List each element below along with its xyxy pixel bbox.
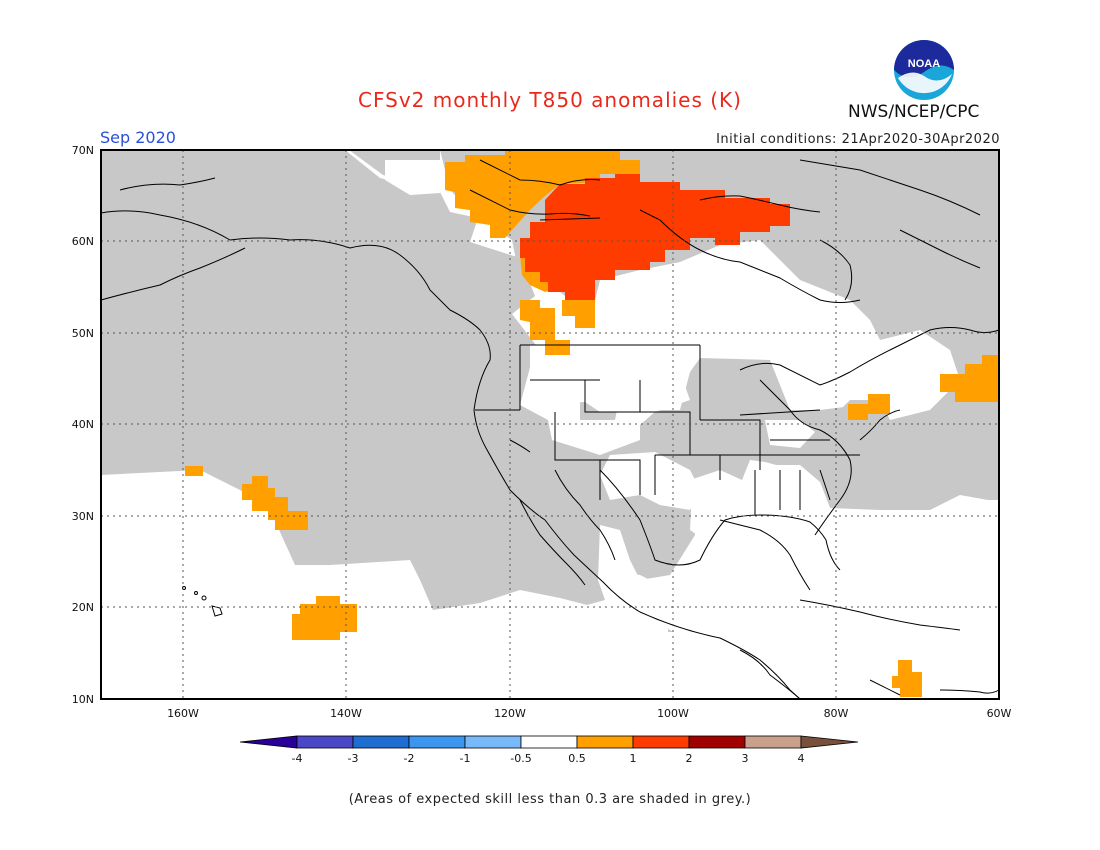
noaa-logo: NOAA xyxy=(892,38,956,102)
colorbar-label: 3 xyxy=(742,752,749,765)
colorbar-label: 4 xyxy=(798,752,805,765)
graticule xyxy=(101,150,999,699)
lon-label-140w: 140W xyxy=(330,707,362,720)
lon-label-60w: 60W xyxy=(987,707,1012,720)
lon-label-160w: 160W xyxy=(167,707,199,720)
anomaly-0_5-to-1-region xyxy=(185,150,999,697)
colorbar-label: -0.5 xyxy=(510,752,531,765)
anomaly-1-to-2-region xyxy=(520,174,790,300)
lat-label-10n: 10N xyxy=(72,693,94,706)
colorbar-segment xyxy=(296,735,354,749)
map-frame xyxy=(100,149,1000,700)
colorbar-segment xyxy=(688,735,746,749)
lon-label-80w: 80W xyxy=(824,707,849,720)
lat-label-60n: 60N xyxy=(72,235,94,248)
colorbar-label: 1 xyxy=(630,752,637,765)
lat-label-30n: 30N xyxy=(72,510,94,523)
colorbar-labels: -4 -3 -2 -1 -0.5 0.5 1 2 3 4 xyxy=(292,752,805,765)
colorbar-label: -1 xyxy=(460,752,471,765)
lon-label-120w: 120W xyxy=(494,707,526,720)
colorbar-segment xyxy=(744,735,802,749)
colorbar-label: 2 xyxy=(686,752,693,765)
colorbar-segment xyxy=(632,735,690,749)
skill-footnote: (Areas of expected skill less than 0.3 a… xyxy=(348,792,752,807)
near-normal-land-region xyxy=(385,160,900,699)
colorbar-label: 0.5 xyxy=(568,752,586,765)
colorbar xyxy=(239,735,859,749)
noaa-logo-text: NOAA xyxy=(908,58,940,70)
lat-label-40n: 40N xyxy=(72,418,94,431)
colorbar-segment xyxy=(576,735,634,749)
lat-label-70n: 70N xyxy=(72,144,94,157)
lat-label-20n: 20N xyxy=(72,601,94,614)
initial-conditions: Initial conditions: 21Apr2020-30Apr2020 xyxy=(716,132,1000,147)
map-figure: 70N 60N 50N 40N 30N 20N 10N 160W 140W 12… xyxy=(72,144,1012,765)
lat-label-50n: 50N xyxy=(72,327,94,340)
latitude-axis: 70N 60N 50N 40N 30N 20N 10N xyxy=(72,144,94,706)
colorbar-segment-above-max xyxy=(800,735,859,749)
lon-label-100w: 100W xyxy=(657,707,689,720)
colorbar-label: -4 xyxy=(292,752,303,765)
colorbar-label: -3 xyxy=(348,752,359,765)
colorbar-segment xyxy=(408,735,466,749)
colorbar-label: -2 xyxy=(404,752,415,765)
colorbar-segment xyxy=(352,735,410,749)
colorbar-segment-below-min xyxy=(239,735,298,749)
forecast-month: Sep 2020 xyxy=(100,128,176,147)
agency-label: NWS/NCEP/CPC xyxy=(848,102,980,122)
map-title: CFSv2 monthly T850 anomalies (K) xyxy=(358,88,742,112)
colorbar-segment xyxy=(520,735,578,749)
colorbar-segment xyxy=(464,735,522,749)
coastline-and-borders xyxy=(100,159,1000,700)
longitude-axis: 160W 140W 120W 100W 80W 60W xyxy=(167,707,1011,720)
